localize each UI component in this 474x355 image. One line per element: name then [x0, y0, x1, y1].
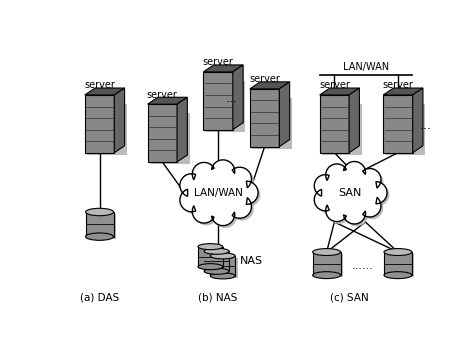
Polygon shape — [85, 95, 114, 153]
Polygon shape — [279, 82, 290, 147]
Ellipse shape — [204, 268, 229, 274]
Polygon shape — [147, 97, 187, 104]
Polygon shape — [315, 254, 343, 278]
Text: ...: ... — [226, 92, 238, 104]
Polygon shape — [252, 98, 292, 149]
PathPatch shape — [180, 160, 258, 226]
Ellipse shape — [313, 248, 341, 256]
Polygon shape — [384, 252, 412, 275]
Polygon shape — [150, 114, 190, 164]
Polygon shape — [432, 88, 472, 95]
Polygon shape — [198, 247, 223, 267]
Polygon shape — [385, 104, 425, 155]
Text: SAN: SAN — [338, 188, 362, 198]
Polygon shape — [204, 251, 229, 271]
Polygon shape — [413, 88, 423, 153]
Ellipse shape — [313, 272, 341, 279]
Polygon shape — [203, 72, 233, 130]
Polygon shape — [114, 88, 125, 153]
Polygon shape — [213, 258, 237, 278]
Polygon shape — [233, 65, 243, 130]
Polygon shape — [319, 88, 359, 95]
Text: (b) NAS: (b) NAS — [199, 293, 238, 303]
Text: server: server — [147, 89, 178, 100]
Polygon shape — [206, 81, 246, 132]
Polygon shape — [87, 104, 127, 155]
Ellipse shape — [198, 244, 223, 250]
Polygon shape — [147, 104, 177, 162]
Ellipse shape — [210, 273, 235, 279]
Text: server: server — [249, 74, 280, 84]
Ellipse shape — [198, 264, 223, 270]
Ellipse shape — [384, 248, 412, 256]
Text: ...: ... — [420, 119, 432, 132]
PathPatch shape — [314, 162, 387, 224]
Polygon shape — [207, 253, 231, 274]
Polygon shape — [432, 95, 462, 153]
Text: server: server — [203, 57, 234, 67]
Text: LAN/WAN: LAN/WAN — [194, 188, 243, 198]
Ellipse shape — [86, 233, 113, 240]
Polygon shape — [434, 104, 474, 155]
Polygon shape — [85, 88, 125, 95]
Polygon shape — [86, 212, 113, 237]
Polygon shape — [349, 88, 359, 153]
Ellipse shape — [204, 248, 229, 254]
Polygon shape — [250, 82, 290, 89]
Text: server: server — [319, 80, 350, 90]
Text: LAN/WAN: LAN/WAN — [343, 62, 389, 72]
Polygon shape — [462, 88, 472, 153]
Polygon shape — [250, 89, 279, 147]
Text: (c) SAN: (c) SAN — [330, 293, 369, 303]
Polygon shape — [177, 97, 187, 162]
Polygon shape — [386, 254, 414, 278]
PathPatch shape — [182, 162, 260, 228]
Polygon shape — [383, 88, 423, 95]
Text: ......: ...... — [351, 261, 373, 271]
Polygon shape — [201, 249, 225, 269]
Ellipse shape — [384, 272, 412, 279]
Polygon shape — [322, 104, 362, 155]
Text: NAS: NAS — [240, 256, 263, 266]
PathPatch shape — [317, 164, 390, 226]
Text: (a) DAS: (a) DAS — [80, 293, 119, 303]
Polygon shape — [383, 95, 413, 153]
Polygon shape — [88, 214, 116, 239]
Polygon shape — [210, 256, 235, 276]
Polygon shape — [313, 252, 341, 275]
Text: server: server — [383, 80, 413, 90]
Ellipse shape — [86, 208, 113, 216]
Ellipse shape — [210, 253, 235, 259]
Polygon shape — [203, 65, 243, 72]
Polygon shape — [319, 95, 349, 153]
Text: server: server — [84, 80, 115, 90]
